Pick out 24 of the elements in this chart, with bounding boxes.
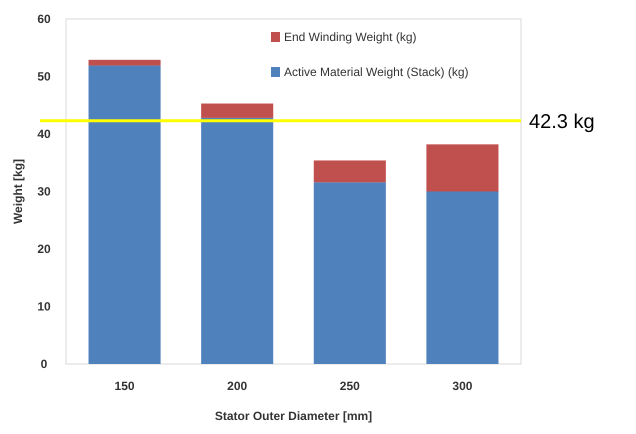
bar [88,60,161,66]
bar [314,182,386,364]
bar [201,104,274,118]
y-tick-label: 40 [37,127,51,142]
y-axis-title: Weight [kg] [11,158,25,224]
x-tick-label: 200 [227,379,248,393]
x-axis-title: Stator Outer Diameter [mm] [214,409,372,423]
y-tick-label: 10 [37,300,51,314]
y-tick-label: 60 [37,12,51,26]
y-tick-label: 0 [40,357,48,372]
y-tick-label: 50 [37,70,51,84]
y-tick-label: 20 [37,242,51,256]
x-tick-label: 150 [114,379,135,393]
x-tick-label: 250 [340,379,360,393]
bar [201,118,274,364]
bar [314,160,386,182]
bar [426,192,498,364]
bar [426,144,498,192]
y-tick-label: 30 [37,184,51,199]
x-tick-label: 300 [452,379,473,393]
legend-label: End Winding Weight (kg) [284,30,417,44]
ref-line-label: 42.3 kg [529,110,595,133]
bar [88,66,161,364]
legend-label: Active Material Weight (Stack) (kg) [284,65,468,80]
